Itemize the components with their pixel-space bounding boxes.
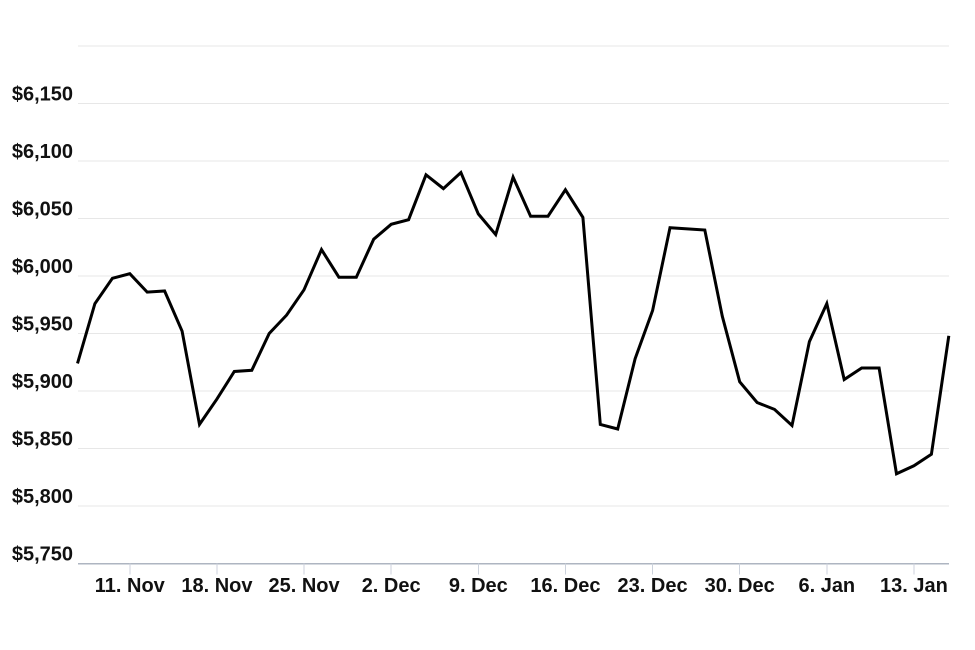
x-axis-label: 2. Dec: [362, 575, 421, 597]
x-axis-label: 23. Dec: [618, 575, 688, 597]
y-axis-label: $6,000: [12, 256, 73, 278]
y-axis-label: $5,950: [12, 314, 73, 336]
x-axis-label: 6. Jan: [798, 575, 855, 597]
y-axis-label: $6,150: [12, 84, 73, 106]
x-axis-label: 9. Dec: [449, 575, 508, 597]
y-axis-label: $5,800: [12, 486, 73, 508]
y-axis-label: $5,750: [12, 544, 73, 566]
y-axis-label: $6,100: [12, 141, 73, 163]
x-axis-label: 25. Nov: [268, 575, 340, 597]
y-axis-label: $5,850: [12, 429, 73, 451]
x-axis-label: 11. Nov: [95, 575, 166, 597]
y-axis-label: $5,900: [12, 371, 73, 393]
x-axis-label: 18. Nov: [181, 575, 253, 597]
y-axis-label: $6,050: [12, 199, 73, 221]
x-axis-label: 30. Dec: [705, 575, 775, 597]
price-series-line: [76, 169, 951, 476]
x-axis-label: 16. Dec: [530, 575, 600, 597]
x-axis-label: 13. Jan: [880, 575, 948, 597]
